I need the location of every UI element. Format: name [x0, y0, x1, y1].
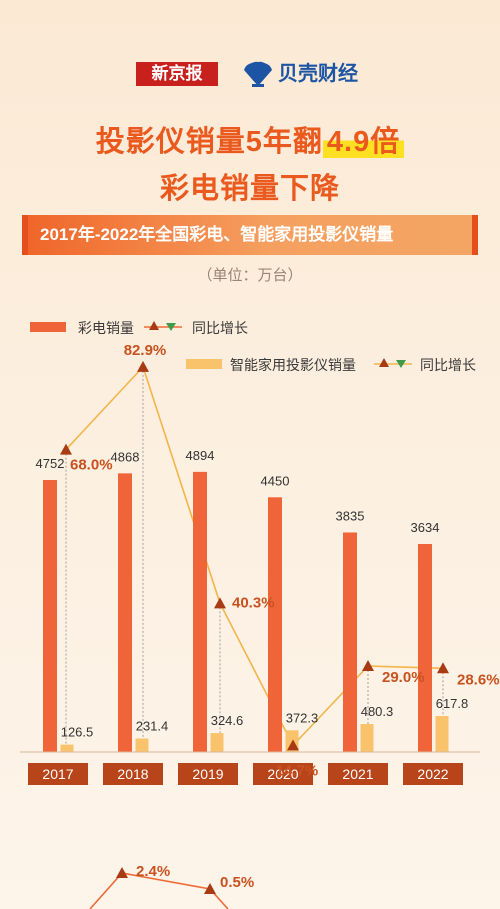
tv-growth-marker — [204, 883, 216, 894]
year-box — [28, 763, 88, 785]
tv-bar — [43, 480, 57, 752]
projector-value-label: 126.5 — [61, 725, 94, 740]
tv-bar — [118, 473, 132, 752]
logo-bar: 新京报 贝壳财经 — [0, 60, 500, 88]
legend-projector-growth-marker-icon — [374, 358, 412, 368]
projector-bar — [435, 716, 449, 752]
legend-tv-swatch — [30, 322, 66, 332]
beike-shell-icon — [244, 61, 272, 87]
projector-growth-label: 82.9% — [124, 342, 167, 359]
xinjingbao-logo: 新京报 — [136, 62, 218, 86]
tv-bar — [268, 497, 282, 752]
tv-bar — [193, 471, 207, 752]
year-label: 2018 — [117, 766, 148, 782]
legend-projector-swatch — [186, 359, 222, 369]
year-box — [253, 763, 313, 785]
tv-value-label: 4894 — [186, 448, 215, 463]
projector-growth-label: 40.3% — [232, 594, 275, 611]
tv-value-label: 4868 — [111, 449, 140, 464]
projector-growth-marker — [214, 597, 226, 609]
tv-growth-label: 2.4% — [136, 863, 170, 880]
projector-growth-marker — [60, 443, 72, 455]
year-label: 2019 — [192, 766, 223, 782]
projector-value-label: 617.8 — [436, 696, 469, 711]
year-box — [328, 763, 388, 785]
legend-projector-label: 智能家用投影仪销量 — [230, 357, 356, 373]
banner-right-cap — [472, 215, 478, 255]
projector-growth-marker — [137, 360, 149, 372]
year-box — [178, 763, 238, 785]
projector-value-label: 480.3 — [361, 704, 394, 719]
title-highlight: 4.9倍 — [322, 126, 405, 158]
tv-value-label: 3835 — [336, 508, 365, 523]
projector-value-label: 372.3 — [286, 710, 319, 725]
main-title-line1: 投影仪销量5年翻 4.9倍 — [0, 118, 500, 160]
tv-bar — [343, 532, 357, 752]
projector-growth-label: 28.6% — [457, 671, 500, 688]
projector-growth-label: 68.0% — [70, 457, 113, 474]
tv-value-label: 4450 — [261, 473, 290, 488]
legend-projector-growth-label: 同比增长 — [420, 357, 476, 373]
projector-growth-label: 14.7% — [276, 762, 319, 779]
main-title-line2: 彩电销量下降 — [159, 173, 340, 205]
tv-growth-line — [89, 872, 229, 909]
banner-left-cap — [22, 215, 28, 255]
year-box — [103, 763, 163, 785]
legend-tv-growth-label: 同比增长 — [192, 320, 248, 336]
projector-value-label: 324.6 — [211, 713, 244, 728]
legend-tv-label: 彩电销量 — [78, 320, 134, 336]
beike-caijing-logo-text: 贝壳财经 — [278, 63, 358, 85]
chart-title-banner: 2017年-2022年全国彩电、智能家用投影仪销量 — [28, 215, 472, 255]
year-box — [403, 763, 463, 785]
year-label: 2020 — [267, 766, 298, 782]
tv-bar — [418, 543, 432, 752]
tv-growth-label: 0.5% — [220, 874, 254, 891]
legend-tv-growth-marker-icon — [144, 321, 182, 331]
projector-growth-marker — [437, 662, 449, 674]
projector-bar — [60, 744, 74, 752]
projector-growth-marker — [287, 739, 299, 751]
projector-bar — [135, 738, 149, 752]
projector-bar — [360, 724, 374, 752]
projector-growth-line — [65, 365, 444, 747]
year-label: 2021 — [342, 766, 373, 782]
projector-value-label: 231.4 — [136, 719, 169, 734]
projector-bar — [210, 733, 224, 752]
tv-value-label: 3634 — [411, 520, 440, 535]
title-prefix: 投影仪销量5年翻 — [95, 126, 323, 158]
tv-growth-marker — [116, 867, 128, 878]
year-label: 2017 — [42, 766, 73, 782]
year-label: 2022 — [417, 766, 448, 782]
projector-growth-label: 29.0% — [382, 669, 425, 686]
projector-growth-marker — [362, 660, 374, 672]
tv-value-label: 4752 — [36, 456, 65, 471]
unit-label: （单位：万台） — [197, 267, 303, 284]
